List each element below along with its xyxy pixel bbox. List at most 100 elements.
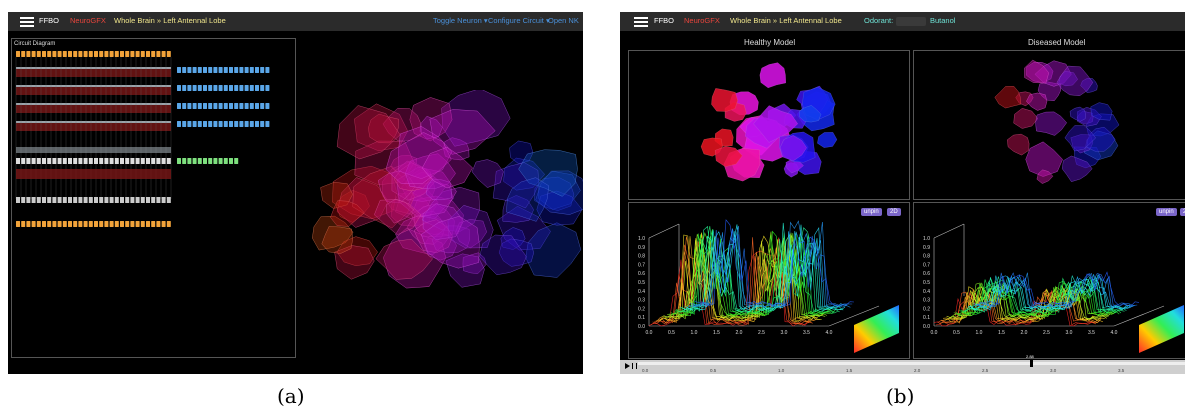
pause-icon[interactable] xyxy=(632,363,637,369)
configure-circuit-menu[interactable]: Configure Circuit ▾ xyxy=(488,16,550,25)
glomerulus xyxy=(759,62,786,89)
antennal-lobe-3d-render[interactable] xyxy=(306,90,583,320)
output-node xyxy=(166,221,171,227)
glomerulus xyxy=(1056,65,1094,97)
glomerulus xyxy=(534,176,575,211)
timeline-track[interactable] xyxy=(638,362,1185,365)
local-neuron-node xyxy=(42,197,46,203)
y-tick-label: 1.0 xyxy=(923,236,930,242)
glomerulus xyxy=(1061,155,1093,182)
projection-neuron-node xyxy=(177,158,181,164)
output-node xyxy=(16,221,20,227)
menu-icon[interactable] xyxy=(634,17,648,27)
local-neuron-node xyxy=(99,158,104,164)
unpin-button[interactable]: unpin xyxy=(1156,208,1177,216)
neuron-node xyxy=(187,67,192,73)
local-neuron-node xyxy=(68,197,72,203)
neuron-node xyxy=(265,103,270,109)
neuron-node xyxy=(197,121,202,127)
y-tick-label: 0.6 xyxy=(638,271,645,277)
timeline-ticks-svg: 0.0 0.5 1.0 1.5 2.0 2.5 3.0 3.5 xyxy=(642,368,1125,373)
menu-icon[interactable] xyxy=(20,17,34,27)
output-node xyxy=(73,221,78,227)
app-name[interactable]: NeuroGFX xyxy=(70,16,106,25)
x-tick-label: 4.0 xyxy=(1111,330,1118,336)
healthy-3d-view[interactable] xyxy=(628,50,910,200)
diseased-response-plot[interactable]: unpin 2D 1.0 0.9 0.8 0.7 0.6 0.5 0.4 0.3 0.2 0.1 0… xyxy=(913,202,1185,359)
glomerulus xyxy=(421,146,473,189)
neuron-node xyxy=(192,85,197,91)
local-neuron-node xyxy=(146,197,150,203)
output-node xyxy=(125,221,130,227)
response-trace xyxy=(683,222,844,312)
projection-neuron-node xyxy=(197,158,202,164)
receptor-node xyxy=(114,51,119,57)
breadcrumb[interactable]: Whole Brain » Left Antennal Lobe xyxy=(114,16,226,25)
odorant-input[interactable] xyxy=(896,17,926,26)
x-tick-label: 0.5 xyxy=(668,330,675,336)
app-name[interactable]: NeuroGFX xyxy=(684,16,720,25)
glomerulus xyxy=(1025,141,1063,177)
local-neuron-node xyxy=(57,197,62,203)
neuron-node xyxy=(265,67,270,73)
glomerulus xyxy=(535,170,583,215)
neuron-node xyxy=(260,103,265,109)
neuron-node xyxy=(234,103,239,109)
healthy-response-plot[interactable]: unpin 2D 1.0 0.9 0.8 0.7 0.6 0.5 0.4 0.3 0.2 0.1 0… xyxy=(628,202,910,359)
connection-line xyxy=(16,147,171,153)
glomerulus xyxy=(383,227,447,289)
local-neuron-node xyxy=(114,158,119,164)
output-node xyxy=(57,221,62,227)
receptor-node xyxy=(62,51,67,57)
local-neuron-node xyxy=(31,197,36,203)
receptor-node xyxy=(166,51,171,57)
x-tick-label: 0.0 xyxy=(931,330,938,336)
output-node xyxy=(151,221,156,227)
toggle-neuron-menu[interactable]: Toggle Neuron ▾ xyxy=(433,16,488,25)
breadcrumb[interactable]: Whole Brain » Left Antennal Lobe xyxy=(730,16,842,25)
open-nk-menu[interactable]: Open NK xyxy=(548,16,579,25)
brand-label[interactable]: FFBO xyxy=(39,16,59,25)
receptor-node xyxy=(78,51,83,57)
play-icon[interactable] xyxy=(625,363,630,369)
neuron-node xyxy=(177,121,181,127)
glomerulus xyxy=(1024,59,1050,84)
local-neuron-node xyxy=(166,197,171,203)
glomerulus xyxy=(425,178,452,201)
neuron-node xyxy=(187,85,192,91)
receptor-node xyxy=(130,51,135,57)
receptor-node xyxy=(52,51,57,57)
x-tick-label: 0.5 xyxy=(953,330,960,336)
toggle-2d-button[interactable]: 2D xyxy=(1180,208,1185,216)
toggle-2d-button[interactable]: 2D xyxy=(887,208,901,216)
glomerulus xyxy=(321,226,354,254)
unpin-button[interactable]: unpin xyxy=(861,208,882,216)
timeline-bar[interactable]: 2.88 0.0 0.5 1.0 1.5 2.0 2.5 3.0 3.5 xyxy=(620,354,1185,374)
circuit-diagram-panel[interactable]: Circuit Diagram xyxy=(11,38,296,358)
neuron-node xyxy=(249,103,254,109)
neuron-node xyxy=(213,103,218,109)
neuron-node xyxy=(187,103,192,109)
x-tick-label: 2.5 xyxy=(758,330,765,336)
local-neuron-node xyxy=(42,158,46,164)
local-neuron-node xyxy=(109,197,114,203)
receptor-node xyxy=(135,51,140,57)
receptor-node xyxy=(16,51,20,57)
brand-label[interactable]: FFBO xyxy=(654,16,674,25)
x-tick-label: 1.0 xyxy=(976,330,983,336)
glomerulus xyxy=(500,227,526,250)
response-trace xyxy=(693,219,855,307)
glomerulus xyxy=(994,86,1022,109)
neuron-node xyxy=(249,121,254,127)
odorant-value[interactable]: Butanol xyxy=(930,16,956,25)
neuron-node xyxy=(265,121,270,127)
neuron-node xyxy=(229,67,233,73)
receptor-node xyxy=(57,51,62,57)
output-node xyxy=(68,221,72,227)
projection-neuron-node xyxy=(234,158,239,164)
y-tick-label: 0.2 xyxy=(638,306,645,312)
local-neuron-node xyxy=(140,197,145,203)
diseased-3d-view[interactable] xyxy=(913,50,1185,200)
timeline-handle[interactable] xyxy=(1030,360,1033,367)
neuron-node xyxy=(265,85,270,91)
